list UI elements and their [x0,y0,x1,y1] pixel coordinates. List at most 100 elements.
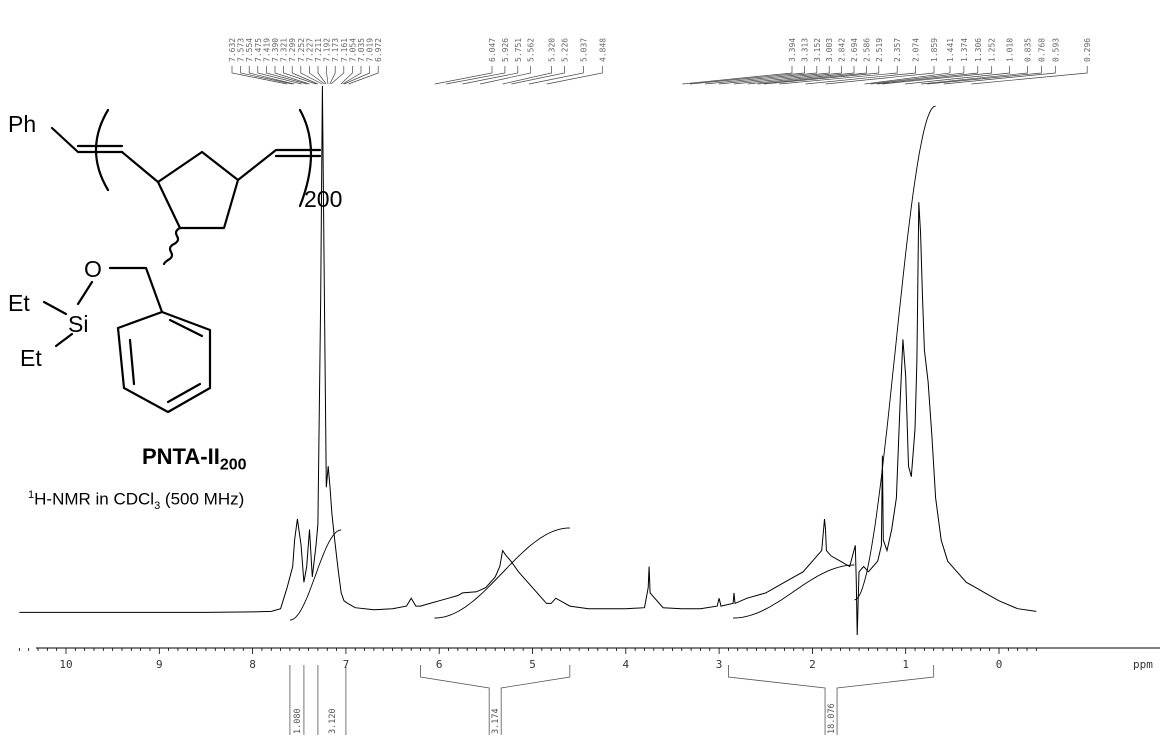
peak-label: 7.419 [262,38,271,62]
peak-label: 0.593 [1051,38,1060,62]
caption-suffix: (500 MHz) [160,489,245,509]
peak-label: 7.054 [348,38,357,62]
peak-leader-line [274,66,310,85]
peak-label: 4.848 [598,38,607,62]
peak-label: 6.972 [374,38,383,62]
peak-leader-line [882,66,993,85]
peak-label: 7.019 [366,38,375,62]
compound-name: PNTA-II200 [142,444,247,474]
repeat-count: 200 [304,186,342,212]
x-tick-label: 6 [436,658,443,671]
peak-label: 1.010 [1006,38,1015,62]
ethyl-label-upper: Et [8,290,30,316]
peak-label: 7.252 [297,38,306,62]
chemical-structure: Ph 200 O Si Et Et [8,108,342,414]
peak-leader-line [330,66,345,85]
peak-label: 2.694 [850,38,859,62]
vinyl-bond-right [236,148,322,182]
peak-leader-line [733,66,842,85]
peak-leader-line [682,66,793,85]
x-tick-label: 1 [902,658,909,671]
phenyl-label: Ph [8,111,36,137]
caption-isotope: 1 [28,489,35,501]
ethyl-bond-lower [54,332,74,348]
peak-leader-line [266,66,307,85]
integral-bracket [289,665,305,735]
integral-curves [289,105,936,621]
peak-leader-line [342,66,362,85]
peak-leader-line [317,66,327,85]
peak-label: 1.441 [946,38,955,62]
peak-leader-line [943,66,1056,85]
peak-labels: 7.632 7.573 7.554 7.475 7.419 7.390 7.321 7.299… [228,38,1092,85]
peak-label: 7.390 [271,38,280,62]
peak-label: 7.321 [280,38,289,62]
peak-leader-line [864,66,951,85]
peak-label: 7.554 [245,38,254,62]
peak-label: 7.161 [340,38,349,62]
peak-label: 5.226 [561,38,570,62]
peak-leader-line [718,66,830,85]
x-tick-label: 3 [716,658,723,671]
peak-label: 5.751 [514,38,523,62]
integral-value: 3.174 [491,708,501,734]
caption-subscript: 3 [154,500,161,513]
peak-leader-line [757,66,867,85]
peak-leader-line [825,66,935,85]
peak-leader-line [291,66,319,85]
peak-label: 2.586 [862,38,871,62]
peak-leader-line [240,66,293,85]
peak-leader-line [927,66,1042,85]
peak-label: 1.252 [988,38,997,62]
peak-label: 0.835 [1024,38,1033,62]
ethyl-bond-upper [42,300,68,316]
integral-bracket [420,665,571,735]
oxygen-label: O [84,256,102,282]
peak-leader-line [704,66,818,85]
peak-leader-line [870,66,965,85]
peak-leader-line [805,66,916,85]
integral-bracket [317,665,347,735]
peak-leader-line [340,66,353,85]
x-tick-label: 8 [249,658,256,671]
repeat-bracket-left [94,108,110,192]
peak-label: 3.313 [800,38,809,62]
x-tick-label: 5 [529,658,536,671]
peak-leader-line [300,66,323,85]
peak-leader-line [326,66,329,85]
integral-value: 3.120 [328,708,338,734]
peak-leader-line [763,66,880,85]
x-tick-label: 0 [996,658,1003,671]
peak-label: 7.299 [288,38,297,62]
peak-label: 7.632 [228,38,237,62]
caption-prefix: H-NMR in CDCl [34,489,155,509]
peak-leader-line [446,66,506,85]
x-tick-label: 9 [156,658,163,671]
peak-label: 3.003 [825,38,834,62]
peak-label: 2.842 [838,38,847,62]
integral-value: 18.076 [827,703,837,734]
x-tick-label: 4 [622,658,629,671]
wavy-bond [162,226,182,266]
peak-label: 7.227 [305,38,314,62]
peak-leader-line [257,66,302,85]
integral-curve [854,105,936,601]
peak-leader-line [971,66,1088,85]
peak-label: 2.519 [875,38,884,62]
peak-label: 6.047 [488,38,497,62]
peak-label: 1.374 [960,38,969,62]
peak-label: 0.768 [1037,38,1046,62]
peak-leader-line [343,66,370,85]
peak-label: 1.859 [930,38,939,62]
peak-label: 5.037 [579,38,588,62]
peak-leader-line [283,66,317,85]
integral-brackets: 1.080 3.120 3.174 18.076 [289,665,935,735]
peak-leader-line [511,66,565,85]
peak-leader-line [348,66,379,85]
peak-label: 3.152 [813,38,822,62]
peak-leader-line [904,66,1010,85]
integral-curve [289,529,342,621]
integral-bracket [728,665,935,735]
peak-label: 5.562 [527,38,536,62]
